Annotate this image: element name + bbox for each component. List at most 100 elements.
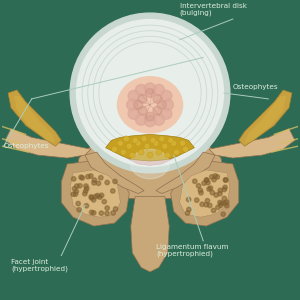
Circle shape (89, 196, 94, 200)
Circle shape (212, 177, 216, 182)
Circle shape (153, 94, 162, 103)
Circle shape (225, 204, 229, 208)
Circle shape (77, 208, 81, 212)
Circle shape (135, 140, 141, 146)
Circle shape (200, 202, 204, 206)
Circle shape (160, 108, 172, 119)
Circle shape (205, 199, 210, 203)
Circle shape (204, 178, 209, 183)
Circle shape (150, 137, 156, 143)
Circle shape (132, 137, 138, 143)
Circle shape (204, 178, 209, 182)
Circle shape (73, 192, 78, 196)
Polygon shape (239, 90, 292, 146)
Circle shape (111, 189, 115, 193)
Circle shape (153, 84, 164, 96)
Circle shape (141, 136, 147, 142)
Text: Ligamentum flavum
(hypertrophied): Ligamentum flavum (hypertrophied) (156, 244, 228, 257)
Polygon shape (70, 170, 120, 217)
Circle shape (105, 180, 110, 185)
Polygon shape (5, 128, 91, 158)
Polygon shape (61, 161, 129, 226)
Circle shape (210, 175, 214, 179)
Circle shape (136, 84, 147, 96)
Circle shape (99, 193, 104, 197)
Circle shape (92, 211, 96, 215)
Circle shape (180, 140, 185, 146)
Text: Intervertebral disk
(bulging): Intervertebral disk (bulging) (180, 3, 247, 16)
Circle shape (202, 181, 206, 185)
Circle shape (71, 177, 76, 181)
Circle shape (159, 136, 165, 142)
Circle shape (160, 90, 172, 102)
Circle shape (194, 198, 199, 202)
Circle shape (83, 189, 88, 193)
Circle shape (76, 201, 80, 206)
Polygon shape (8, 90, 61, 146)
Circle shape (196, 184, 201, 188)
Circle shape (96, 181, 101, 186)
Circle shape (126, 143, 132, 149)
Circle shape (144, 143, 150, 149)
Circle shape (86, 174, 90, 179)
Circle shape (147, 152, 153, 158)
Circle shape (76, 20, 224, 166)
Circle shape (168, 137, 174, 143)
Circle shape (221, 212, 225, 216)
Circle shape (138, 94, 147, 103)
Circle shape (84, 203, 88, 208)
Circle shape (144, 116, 156, 127)
Circle shape (224, 178, 228, 182)
Circle shape (92, 181, 96, 185)
Circle shape (98, 195, 102, 200)
Circle shape (92, 178, 97, 182)
Circle shape (70, 13, 230, 173)
Circle shape (136, 114, 147, 125)
Circle shape (218, 188, 223, 193)
Circle shape (74, 189, 79, 194)
Polygon shape (76, 146, 224, 200)
Circle shape (78, 184, 82, 188)
Circle shape (138, 149, 144, 155)
Circle shape (218, 200, 222, 205)
Circle shape (146, 88, 154, 98)
Circle shape (186, 197, 191, 202)
Circle shape (146, 112, 154, 121)
Circle shape (182, 146, 188, 152)
Circle shape (211, 208, 216, 213)
Circle shape (187, 207, 191, 212)
Polygon shape (126, 145, 174, 165)
Polygon shape (180, 170, 230, 217)
Circle shape (218, 191, 222, 196)
Polygon shape (156, 152, 215, 194)
Text: Facet joint
(hypertrophied): Facet joint (hypertrophied) (11, 259, 68, 272)
Circle shape (224, 200, 229, 204)
Circle shape (127, 99, 138, 110)
Circle shape (99, 176, 103, 180)
Circle shape (208, 186, 213, 190)
Circle shape (102, 200, 106, 204)
Circle shape (82, 191, 87, 196)
Circle shape (105, 206, 110, 210)
Circle shape (162, 99, 173, 110)
Circle shape (128, 90, 140, 102)
Circle shape (224, 178, 228, 182)
Circle shape (153, 140, 159, 146)
Circle shape (158, 100, 166, 109)
Polygon shape (14, 96, 56, 143)
Circle shape (153, 114, 164, 125)
Circle shape (215, 175, 220, 179)
Circle shape (185, 211, 190, 215)
Circle shape (71, 192, 75, 196)
Circle shape (206, 181, 210, 185)
Circle shape (174, 149, 180, 155)
Polygon shape (244, 96, 286, 143)
Circle shape (79, 175, 83, 179)
Polygon shape (131, 196, 169, 272)
Circle shape (89, 174, 93, 178)
Ellipse shape (118, 77, 182, 133)
Text: Osteophytes: Osteophytes (4, 143, 49, 149)
Circle shape (207, 187, 211, 191)
Polygon shape (106, 134, 194, 161)
Circle shape (213, 174, 218, 178)
